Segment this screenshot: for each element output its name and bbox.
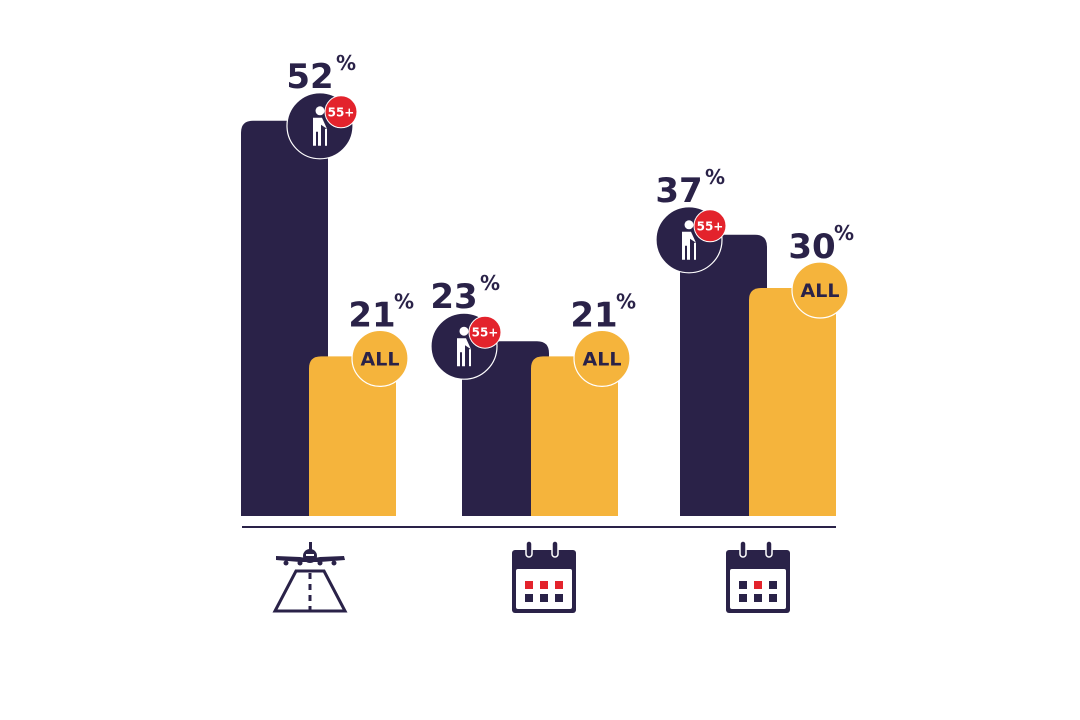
age-badge-label: 55+ — [472, 326, 499, 340]
data-label-55plus: 23 — [430, 277, 477, 317]
bar-all — [309, 356, 396, 516]
percent-sign: % — [705, 165, 725, 189]
elderly-person-head — [315, 106, 325, 116]
data-label-all: 30 — [788, 227, 835, 267]
airplane-runway-icon — [272, 542, 348, 613]
calendar-icon — [726, 540, 790, 613]
all-badge: ALL — [791, 261, 849, 319]
elderly-person-body — [682, 231, 696, 260]
elderly-person-body — [313, 117, 327, 146]
age-badge: 55+ — [468, 315, 502, 349]
elderly-person-head — [684, 220, 694, 230]
elderly-person-body — [457, 338, 471, 367]
data-label-55plus: 52 — [286, 57, 333, 97]
all-badge: ALL — [351, 329, 409, 387]
percent-sign: % — [394, 289, 414, 313]
age-badge-label: 55+ — [697, 219, 724, 233]
age-badge: 55+ — [324, 95, 358, 129]
all-badge-label: ALL — [361, 348, 400, 370]
all-badge-label: ALL — [801, 280, 840, 302]
labels: 55+ 52 % ALL 21% 55+ 23 % ALL 21% 55+ 37 % ALL 30% — [286, 51, 854, 387]
age-badge: 55+ — [693, 209, 727, 243]
bar-all — [531, 356, 618, 516]
bars — [241, 120, 836, 517]
bar-all — [749, 288, 836, 516]
age-badge-label: 55+ — [328, 105, 355, 119]
percent-sign: % — [480, 271, 500, 295]
data-label-all: 21 — [348, 295, 395, 335]
bar-55plus — [241, 120, 328, 517]
calendar-icon — [512, 540, 576, 613]
bar-55plus — [462, 341, 549, 516]
percent-sign: % — [834, 221, 854, 245]
all-badge: ALL — [573, 329, 631, 387]
percent-sign: % — [336, 51, 356, 75]
data-label-55plus: 37 — [655, 171, 702, 211]
elderly-person-head — [459, 326, 469, 336]
bar-55plus — [680, 234, 767, 517]
data-label-all: 21 — [570, 295, 617, 335]
all-badge-label: ALL — [583, 348, 622, 370]
percent-sign: % — [616, 289, 636, 313]
